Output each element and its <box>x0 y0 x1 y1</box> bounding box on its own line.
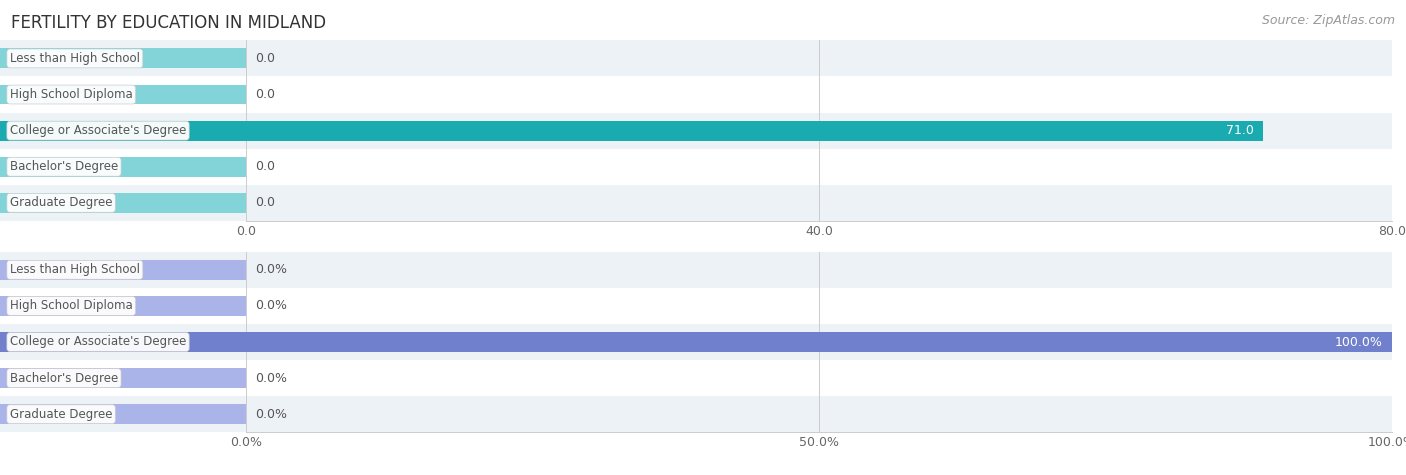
Bar <box>246 252 1392 288</box>
Bar <box>0 76 246 113</box>
Text: 0.0%: 0.0% <box>256 263 287 276</box>
Bar <box>0 193 246 213</box>
Bar <box>246 149 1392 185</box>
Text: High School Diploma: High School Diploma <box>10 299 132 313</box>
Bar <box>0 260 246 280</box>
Text: College or Associate's Degree: College or Associate's Degree <box>10 335 186 349</box>
Bar <box>0 149 246 185</box>
Bar <box>0 252 246 288</box>
Bar <box>0 121 246 141</box>
Bar <box>0 296 246 316</box>
Bar <box>246 76 1392 113</box>
Text: Source: ZipAtlas.com: Source: ZipAtlas.com <box>1261 14 1395 27</box>
Bar <box>246 324 1392 360</box>
Bar <box>0 185 246 221</box>
Bar <box>0 332 246 352</box>
Text: 71.0: 71.0 <box>1226 124 1254 137</box>
Bar <box>246 360 1392 396</box>
Text: Graduate Degree: Graduate Degree <box>10 408 112 421</box>
Text: 100.0%: 100.0% <box>1334 335 1382 349</box>
Bar <box>246 288 1392 324</box>
Bar <box>0 85 246 104</box>
Bar <box>246 121 1263 141</box>
Bar <box>0 157 246 177</box>
Bar <box>246 40 1392 76</box>
Text: 0.0%: 0.0% <box>256 408 287 421</box>
Text: 0.0: 0.0 <box>256 88 276 101</box>
Bar <box>246 185 1392 221</box>
Text: FERTILITY BY EDUCATION IN MIDLAND: FERTILITY BY EDUCATION IN MIDLAND <box>11 14 326 32</box>
Bar <box>0 324 246 360</box>
Bar <box>0 360 246 396</box>
Text: 0.0%: 0.0% <box>256 371 287 385</box>
Bar <box>0 396 246 432</box>
Text: Less than High School: Less than High School <box>10 263 139 276</box>
Bar <box>246 332 1392 352</box>
Text: 0.0: 0.0 <box>256 52 276 65</box>
Text: Bachelor's Degree: Bachelor's Degree <box>10 371 118 385</box>
Bar <box>0 48 246 68</box>
Bar <box>0 404 246 424</box>
Text: Graduate Degree: Graduate Degree <box>10 196 112 209</box>
Text: 0.0: 0.0 <box>256 160 276 173</box>
Text: 0.0%: 0.0% <box>256 299 287 313</box>
Text: College or Associate's Degree: College or Associate's Degree <box>10 124 186 137</box>
Bar <box>0 40 246 76</box>
Bar <box>246 113 1392 149</box>
Bar <box>0 368 246 388</box>
Bar <box>0 113 246 149</box>
Text: 0.0: 0.0 <box>256 196 276 209</box>
Bar <box>246 396 1392 432</box>
Text: Bachelor's Degree: Bachelor's Degree <box>10 160 118 173</box>
Text: High School Diploma: High School Diploma <box>10 88 132 101</box>
Text: Less than High School: Less than High School <box>10 52 139 65</box>
Bar <box>0 288 246 324</box>
